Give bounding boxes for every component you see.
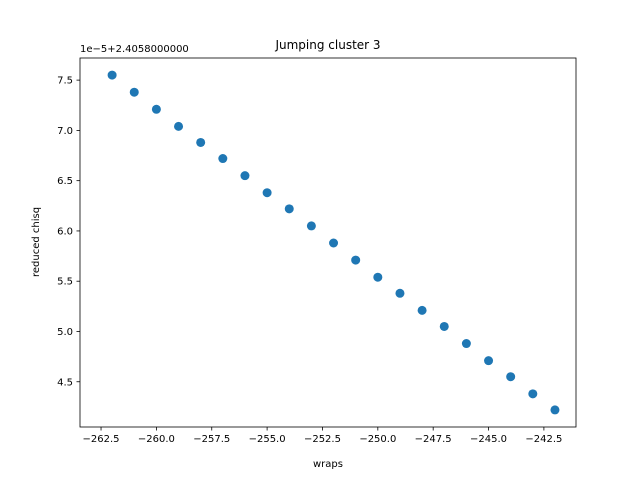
data-point [373, 272, 383, 282]
data-point [417, 305, 427, 315]
y-axis-label: reduced chisq [31, 207, 42, 277]
x-tick-label: −255.0 [249, 434, 286, 445]
data-point [484, 356, 494, 366]
data-point [306, 221, 316, 231]
x-axis-label: wraps [313, 459, 343, 470]
x-tick-label: −257.5 [193, 434, 230, 445]
y-tick-label: 7.5 [57, 76, 73, 87]
y-tick-label: 5.5 [57, 277, 73, 288]
data-point [461, 339, 471, 349]
data-point [284, 204, 294, 214]
data-point [196, 137, 206, 147]
data-point [351, 255, 361, 265]
data-point [550, 405, 560, 415]
y-tick-label: 6.0 [57, 226, 73, 237]
data-point [107, 70, 117, 80]
data-point [129, 87, 139, 97]
data-point [506, 372, 516, 382]
data-point [262, 188, 272, 198]
x-tick-label: −247.5 [415, 434, 452, 445]
data-point [395, 288, 405, 298]
y-axis-offset-label: 1e−5+2.4058000000 [80, 44, 189, 55]
data-points [107, 70, 560, 415]
y-tick-label: 6.5 [57, 176, 73, 187]
plot-frame [79, 57, 577, 428]
chart-title: Jumping cluster 3 [274, 38, 380, 52]
data-point [439, 321, 449, 331]
data-point [329, 238, 339, 248]
data-point [528, 389, 538, 399]
x-axis-ticks: −262.5 −260.0 −257.5 −255.0 −252.5 −250.0 −247… [83, 427, 562, 445]
y-axis-ticks: 4.5 5.0 5.5 6.0 6.5 7.0 7.5 [57, 76, 80, 388]
x-tick-label: −242.5 [525, 434, 562, 445]
data-point [174, 121, 184, 131]
y-tick-label: 5.0 [57, 327, 73, 338]
x-tick-label: −262.5 [83, 434, 120, 445]
data-point [218, 154, 228, 164]
data-point [240, 171, 250, 181]
y-tick-label: 7.0 [57, 126, 73, 137]
y-tick-label: 4.5 [57, 377, 73, 388]
x-tick-label: −245.0 [470, 434, 507, 445]
x-tick-label: −250.0 [359, 434, 396, 445]
x-tick-label: −252.5 [304, 434, 341, 445]
data-point [151, 104, 161, 114]
x-tick-label: −260.0 [138, 434, 175, 445]
